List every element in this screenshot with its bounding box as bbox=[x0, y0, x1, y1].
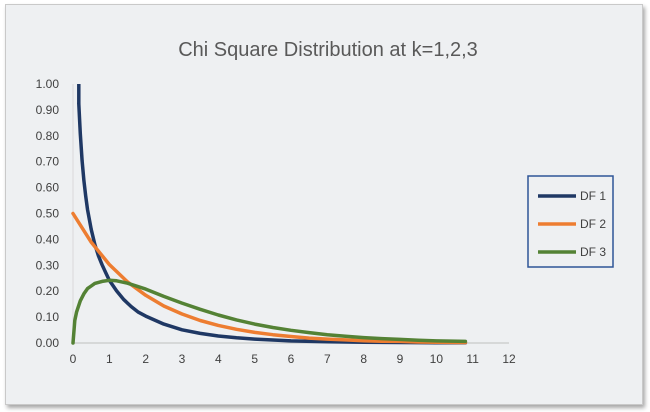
chart-area: Chi Square Distribution at k=1,2,3 0.00 0… bbox=[5, 4, 643, 405]
x-tick-label: 2 bbox=[142, 352, 149, 366]
chart-title: Chi Square Distribution at k=1,2,3 bbox=[178, 39, 478, 61]
legend-label: DF 1 bbox=[580, 189, 606, 203]
x-tick-label: 12 bbox=[502, 352, 516, 366]
y-tick-label: 0.60 bbox=[36, 181, 60, 195]
y-tick-label: 1.00 bbox=[36, 77, 60, 91]
x-tick-label: 6 bbox=[288, 352, 295, 366]
y-tick-label: 0.80 bbox=[36, 129, 60, 143]
y-tick-label: 0.00 bbox=[36, 336, 60, 350]
series-line-1 bbox=[77, 102, 468, 345]
legend-label: DF 2 bbox=[580, 217, 606, 231]
series-line-2 bbox=[71, 211, 468, 345]
x-tick-label: 8 bbox=[360, 352, 367, 366]
series-line-3 bbox=[71, 278, 468, 345]
x-tick-label: 3 bbox=[179, 352, 186, 366]
x-tick-label: 9 bbox=[397, 352, 404, 366]
x-tick-label: 7 bbox=[324, 352, 331, 366]
y-tick-label: 0.10 bbox=[36, 310, 60, 324]
x-tick-label: 10 bbox=[430, 352, 444, 366]
chart-svg: Chi Square Distribution at k=1,2,3 0.000… bbox=[36, 39, 614, 366]
y-tick-label: 0.90 bbox=[36, 103, 60, 117]
plot-area: 0.00 0.10 0.20 0.30 0.40 0.50 0.60 0.70 0.80 0.90… bbox=[36, 77, 516, 366]
y-tick-label: 0.70 bbox=[36, 155, 60, 169]
y-tick-label: 0.30 bbox=[36, 258, 60, 272]
x-tick-label: 5 bbox=[251, 352, 258, 366]
x-tick-label: 11 bbox=[466, 352, 479, 366]
y-tick-label: 0.20 bbox=[36, 284, 60, 298]
y-tick-label: 0.40 bbox=[36, 232, 60, 246]
x-tick-label: 4 bbox=[215, 352, 222, 366]
x-tick-label: 0 bbox=[70, 352, 77, 366]
legend: DF 1 DF 2 DF 3 bbox=[527, 175, 614, 268]
y-tick-label: 0.50 bbox=[36, 207, 60, 221]
x-tick-label: 1 bbox=[106, 352, 113, 366]
legend-label: DF 3 bbox=[580, 245, 606, 259]
